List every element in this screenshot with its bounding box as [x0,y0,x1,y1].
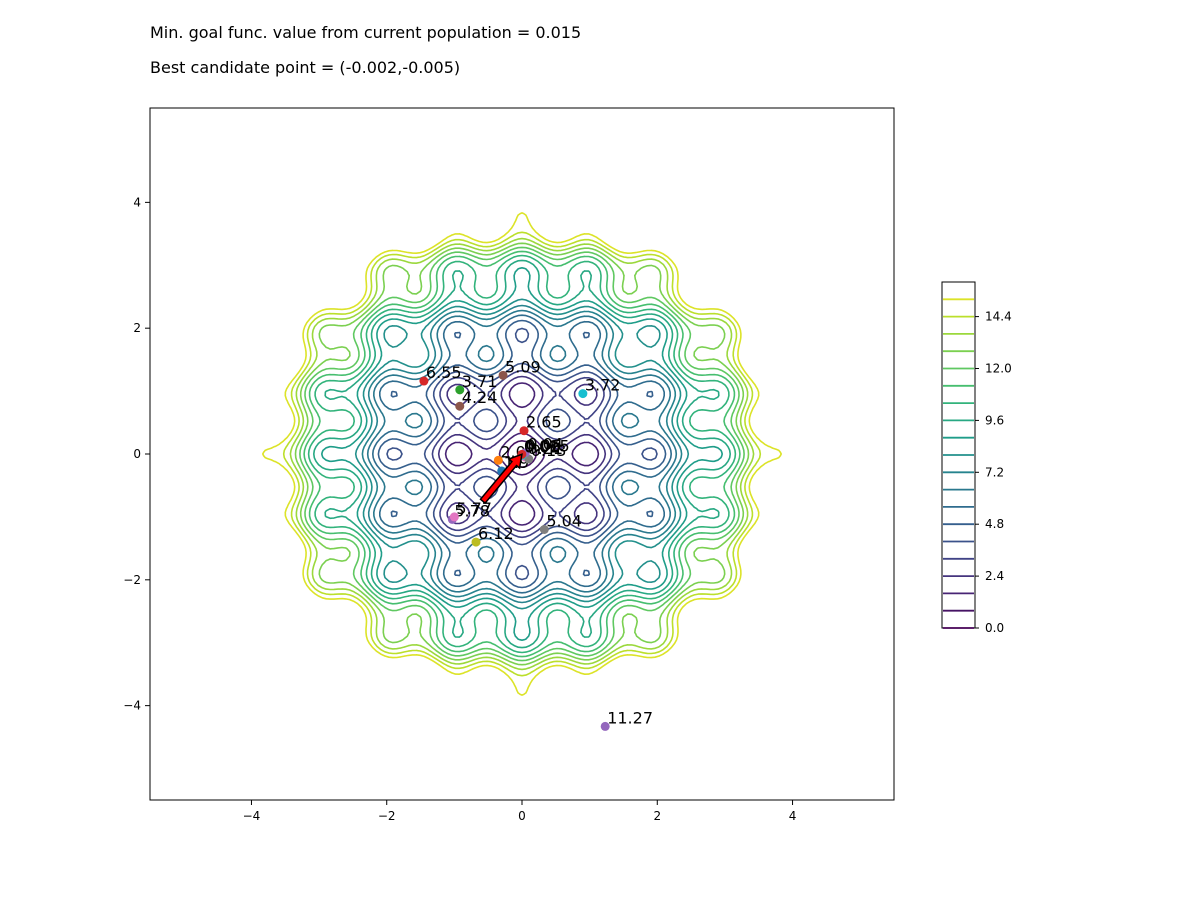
point-value-label: 5.04 [546,511,582,530]
contour-level-line [307,254,737,654]
x-tick-label: −2 [378,809,396,823]
contour-level-line [437,375,607,533]
colorbar-tick-label: 2.4 [985,569,1004,583]
y-tick-label: 2 [133,321,141,335]
population-point [419,376,429,386]
point-value-label: 6.12 [478,524,514,543]
colorbar-tick-label: 9.6 [985,413,1004,427]
point-value-label: 2.65 [526,413,562,432]
population-point [539,524,549,534]
population-point [519,426,529,436]
best-point-arrow [479,453,523,505]
population-point [449,512,459,522]
colorbar-tick-label: 12.0 [985,362,1012,376]
point-value-label: 0.21 [527,439,563,458]
contour-level-line [361,304,683,604]
y-tick-label: −2 [123,573,141,587]
point-value-label: 5.78 [454,501,490,520]
point-value-label: 0.02 [524,437,560,456]
colorbar-tick-label: 7.2 [985,465,1004,479]
arrow-shape [479,453,523,505]
point-value-label: 6.55 [426,363,462,382]
y-tick-label: 4 [133,195,141,209]
point-value-label: 0.13 [531,441,567,460]
y-tick-label: 0 [133,447,141,461]
point-value-label: 3.72 [585,376,621,395]
point-value-label: 5.77 [456,499,492,518]
population-point [493,455,503,465]
contour-level-line [372,314,672,594]
contour-level-line [444,382,600,526]
population-point [578,389,588,399]
y-tick-label: −4 [123,699,141,713]
contour-level-line [354,298,690,610]
contour-level-line [262,212,782,696]
colorbar-tick-label: 14.4 [985,310,1012,324]
population-point [600,721,610,731]
population-point [455,401,465,411]
contour-level-line [299,246,745,662]
best-point-title: Best candidate point = (-0.002,-0.005) [150,58,461,77]
x-tick-label: 2 [653,809,661,823]
point-value-label: 0.04 [527,435,563,454]
y-axis: −4 −2 0 2 4 [123,195,150,713]
point-value-label: 3.71 [462,372,498,391]
colorbar-tick-label: 4.8 [985,517,1004,531]
point-value-label: 0.015 [524,436,570,455]
colorbar: 0.0 2.4 4.8 7.2 9.6 12.0 14.4 [941,281,1012,635]
contour-level-line [313,259,731,649]
contour-level-line [303,250,741,658]
x-tick-label: −4 [243,809,261,823]
population-point [471,537,481,547]
x-axis: −4 −2 0 2 4 [243,800,797,823]
contour-lines [262,212,782,696]
x-tick-label: 0 [518,809,526,823]
min-value-title: Min. goal func. value from current popul… [150,23,582,42]
contour-level-line [366,309,678,599]
point-value-label: 4.24 [462,388,498,407]
contour-level-line [431,369,613,539]
contour-level-line [289,237,755,671]
point-value-label: 5.09 [505,357,541,376]
point-value-label: 11.27 [607,708,653,727]
contour-level-line [282,231,762,677]
population-point [498,370,508,380]
contour-level-line [321,267,723,641]
population-point [455,385,465,395]
contour-level-line [294,242,750,666]
contour-level-line [377,319,667,589]
contour-level-line [386,327,658,581]
colorbar-tick-label: 0.0 [985,621,1004,635]
point-value-label: 0.06 [525,436,561,455]
x-tick-label: 4 [789,809,797,823]
